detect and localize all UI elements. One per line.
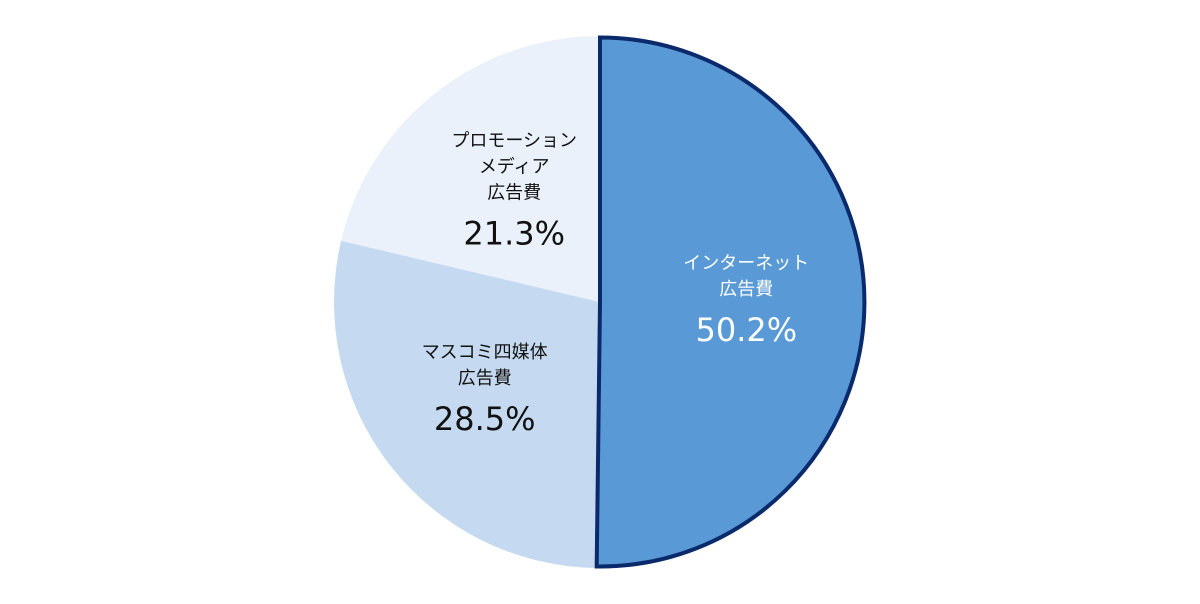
slice-label: 広告費 <box>719 279 773 300</box>
slice-label: プロモーション <box>451 131 577 152</box>
slice-label: 広告費 <box>487 183 541 204</box>
pie-slice <box>596 36 866 568</box>
slice-label: マスコミ四媒体 <box>422 342 548 363</box>
pie-slices <box>334 36 866 568</box>
slice-value-label: 21.3% <box>463 215 565 253</box>
pie-slice <box>334 240 600 568</box>
highlight-outline <box>594 35 867 569</box>
slice-label: 広告費 <box>458 368 512 389</box>
slice-label: インターネット <box>683 253 809 274</box>
slice-value-label: 28.5% <box>434 400 536 438</box>
pie-slice <box>341 36 600 302</box>
pie-labels: インターネット広告費50.2%マスコミ四媒体広告費28.5%プロモーションメディ… <box>422 131 810 439</box>
slice-label: メディア <box>479 157 550 178</box>
slice-value-label: 50.2% <box>695 311 797 349</box>
pie-outlines <box>594 35 867 569</box>
